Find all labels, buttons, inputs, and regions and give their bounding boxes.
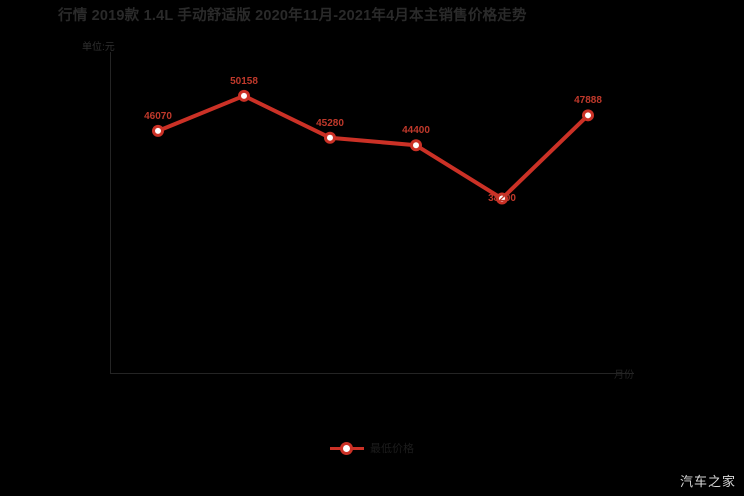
y-axis-label: 单位:元 — [82, 42, 115, 53]
data-point-label: 46070 — [144, 110, 172, 122]
data-point-marker-center — [499, 195, 505, 202]
data-point-label: 47888 — [574, 95, 602, 107]
data-point-label: 44400 — [402, 125, 430, 137]
x-axis-line — [110, 373, 634, 374]
y-axis-line — [110, 52, 111, 374]
legend-marker-icon — [330, 441, 364, 455]
data-point-marker-center — [241, 92, 247, 99]
data-point-label: 45280 — [316, 117, 344, 129]
x-axis-label: 月份 — [614, 370, 634, 381]
data-point-label: 38200 — [488, 192, 516, 204]
data-point-marker-center — [585, 112, 591, 119]
page-title: 行情 2019款 1.4L 手动舒适版 2020年11月-2021年4月本主销售… — [58, 8, 527, 24]
chart-legend: 最低价格 — [0, 440, 744, 456]
data-point-marker-center — [413, 142, 419, 149]
series-markers — [152, 89, 594, 205]
data-point-marker-center — [327, 134, 333, 141]
data-point-marker-center — [155, 127, 161, 134]
data-point-label: 50158 — [230, 75, 258, 87]
series-line-最低价格 — [156, 93, 590, 201]
legend-label: 最低价格 — [370, 443, 414, 455]
watermark: 汽车之家 — [679, 474, 736, 489]
